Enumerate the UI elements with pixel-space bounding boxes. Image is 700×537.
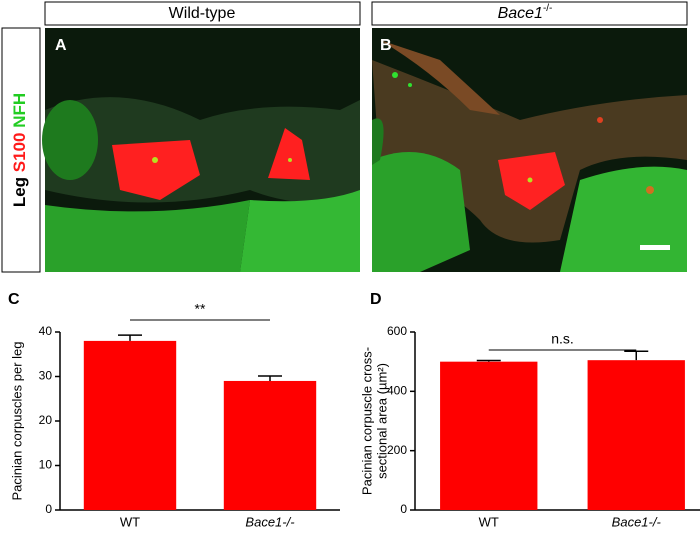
y-tick-label: 400 xyxy=(387,384,407,398)
panel-letter: A xyxy=(55,37,67,54)
stain-green: NFH xyxy=(10,93,29,128)
header-box xyxy=(44,1,361,26)
stain-red: S100 xyxy=(10,133,29,173)
x-tick-label: Bace1-/- xyxy=(245,514,295,529)
panel-letter: B xyxy=(380,37,392,54)
bar xyxy=(440,361,538,510)
micrograph-a: A xyxy=(42,28,360,272)
side-box xyxy=(1,27,41,273)
significance-label: n.s. xyxy=(551,331,574,347)
micrograph-b: B xyxy=(372,28,687,272)
y-tick-label: 0 xyxy=(45,502,52,516)
y-axis-label: Pacinian corpuscles per leg xyxy=(9,342,24,501)
y-tick-label: 20 xyxy=(39,413,53,427)
x-tick-label: WT xyxy=(120,514,140,529)
side-label: Leg S100 NFH xyxy=(10,93,29,207)
header-box xyxy=(371,1,688,26)
y-tick-label: 10 xyxy=(39,458,53,472)
y-axis-label: Pacinian corpuscle cross- xyxy=(359,347,374,495)
x-tick-label: Bace1-/- xyxy=(612,514,662,529)
genotype: Bace1 xyxy=(498,5,543,22)
panel-header: Wild-type xyxy=(169,5,236,22)
y-tick-label: 40 xyxy=(39,324,53,338)
x-tick-label: WT xyxy=(479,514,499,529)
panel-header: Bace1-/- xyxy=(498,3,553,23)
panel-letter: D xyxy=(370,291,382,308)
bar xyxy=(223,380,317,510)
y-tick-label: 0 xyxy=(400,502,407,516)
y-tick-label: 600 xyxy=(387,324,407,338)
y-axis-label: sectional area (µm²) xyxy=(374,363,389,479)
genotype-sup: -/- xyxy=(543,3,552,14)
error-bar xyxy=(624,350,649,361)
significance-label: ** xyxy=(195,301,206,317)
error-bar xyxy=(258,375,282,381)
error-bar xyxy=(476,359,501,362)
y-tick-label: 30 xyxy=(39,369,53,383)
error-bar xyxy=(118,334,142,341)
panel-letter: C xyxy=(8,291,20,308)
bar xyxy=(587,360,685,510)
tissue: Leg xyxy=(10,177,29,207)
bar xyxy=(83,340,177,510)
y-tick-label: 200 xyxy=(387,443,407,457)
